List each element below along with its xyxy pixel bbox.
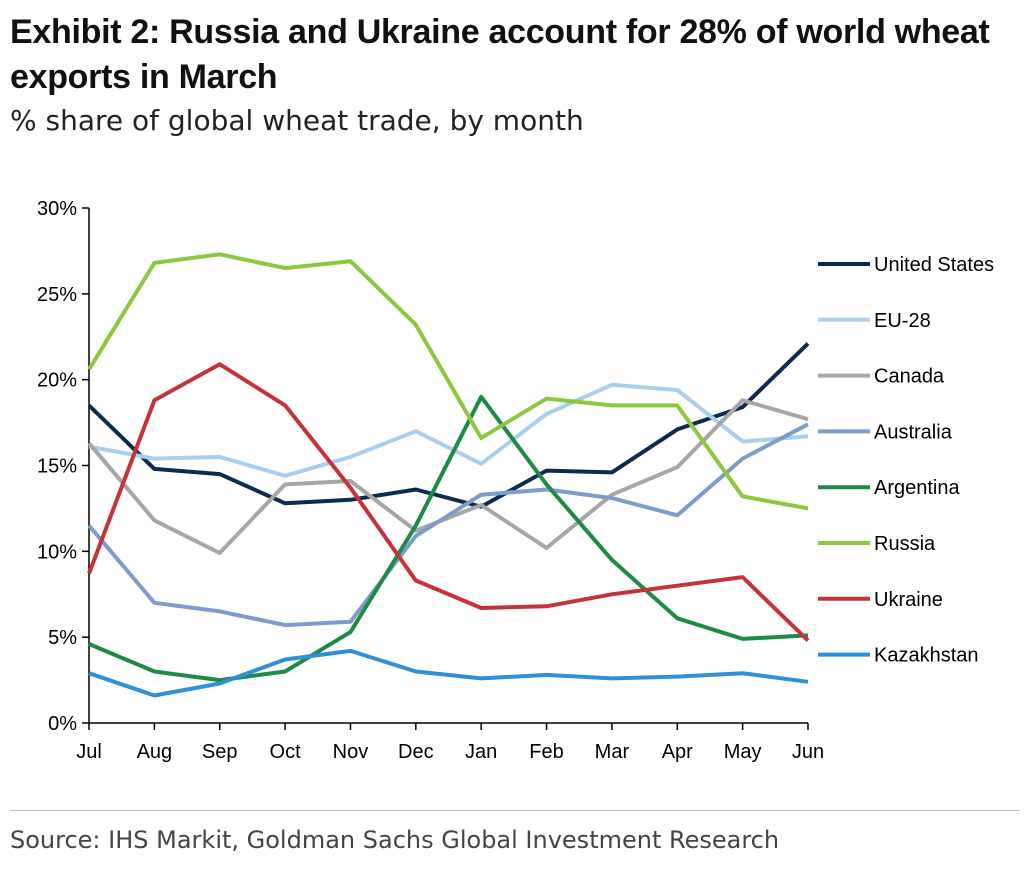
x-tick-label: May — [724, 741, 762, 763]
legend-label: Ukraine — [874, 589, 943, 611]
legend-item-russia: Russia — [818, 533, 936, 555]
y-tick-label: 25% — [37, 284, 77, 306]
y-tick-label: 30% — [37, 198, 77, 220]
series-line-australia — [87, 422, 809, 628]
legend-item-eu-28: EU-28 — [818, 310, 931, 332]
legend-label: Australia — [874, 421, 953, 443]
legend-item-australia: Australia — [818, 421, 953, 443]
x-tick-label: Sep — [202, 741, 238, 763]
x-tick-label: Nov — [333, 741, 369, 763]
y-tick-label: 0% — [48, 713, 77, 735]
x-tick-label: Oct — [270, 741, 302, 763]
legend-label: Kazakhstan — [874, 645, 979, 667]
x-tick-label: Mar — [595, 741, 630, 763]
x-tick-label: Dec — [398, 741, 434, 763]
chart-axes: 0% 5% 10% 15% 20% 25% 30% Jul Aug Sep Oct Nov Dec Jan… — [37, 198, 824, 763]
series-line-argentina — [88, 394, 809, 683]
legend-label: Russia — [874, 533, 936, 555]
y-tick-label: 10% — [37, 541, 77, 563]
y-tick-label: 15% — [37, 456, 77, 478]
x-tick-label: Apr — [662, 741, 693, 763]
legend-label: United States — [874, 254, 994, 276]
line-chart: 0% 5% 10% 15% 20% 25% 30% Jul Aug Sep Oct Nov Dec Jan… — [37, 198, 994, 763]
x-tick-label: Jan — [465, 741, 497, 763]
series-line-kazakhstan — [88, 648, 809, 698]
x-tick-label: Feb — [529, 741, 563, 763]
x-tick-label: Jul — [76, 741, 102, 763]
legend-item-united-states: United States — [818, 254, 994, 276]
chart-series — [87, 252, 810, 698]
legend-item-kazakhstan: Kazakhstan — [818, 645, 979, 667]
legend-label: Canada — [874, 366, 945, 388]
series-line-canada — [87, 398, 809, 555]
y-tick-label: 20% — [37, 370, 77, 392]
chart-title: Exhibit 2: Russia and Ukraine account fo… — [10, 13, 990, 96]
series-line-united-states — [87, 342, 810, 509]
series-line-eu-28 — [88, 382, 809, 478]
y-tick-label: 5% — [48, 627, 77, 649]
series-line-russia — [87, 252, 809, 511]
footer-divider — [10, 810, 1020, 811]
legend-item-canada: Canada — [818, 366, 945, 388]
chart-legend: United States EU-28 Canada Australia Argenti… — [818, 254, 994, 667]
x-tick-label: Jun — [792, 741, 824, 763]
series-line-ukraine — [87, 362, 810, 643]
x-tick-label: Aug — [137, 741, 173, 763]
legend-label: EU-28 — [874, 310, 931, 332]
chart-subtitle: % share of global wheat trade, by month — [10, 104, 584, 137]
source-note: Source: IHS Markit, Goldman Sachs Global… — [10, 826, 780, 854]
legend-label: Argentina — [874, 477, 960, 499]
legend-item-argentina: Argentina — [818, 477, 960, 499]
legend-item-ukraine: Ukraine — [818, 589, 943, 611]
